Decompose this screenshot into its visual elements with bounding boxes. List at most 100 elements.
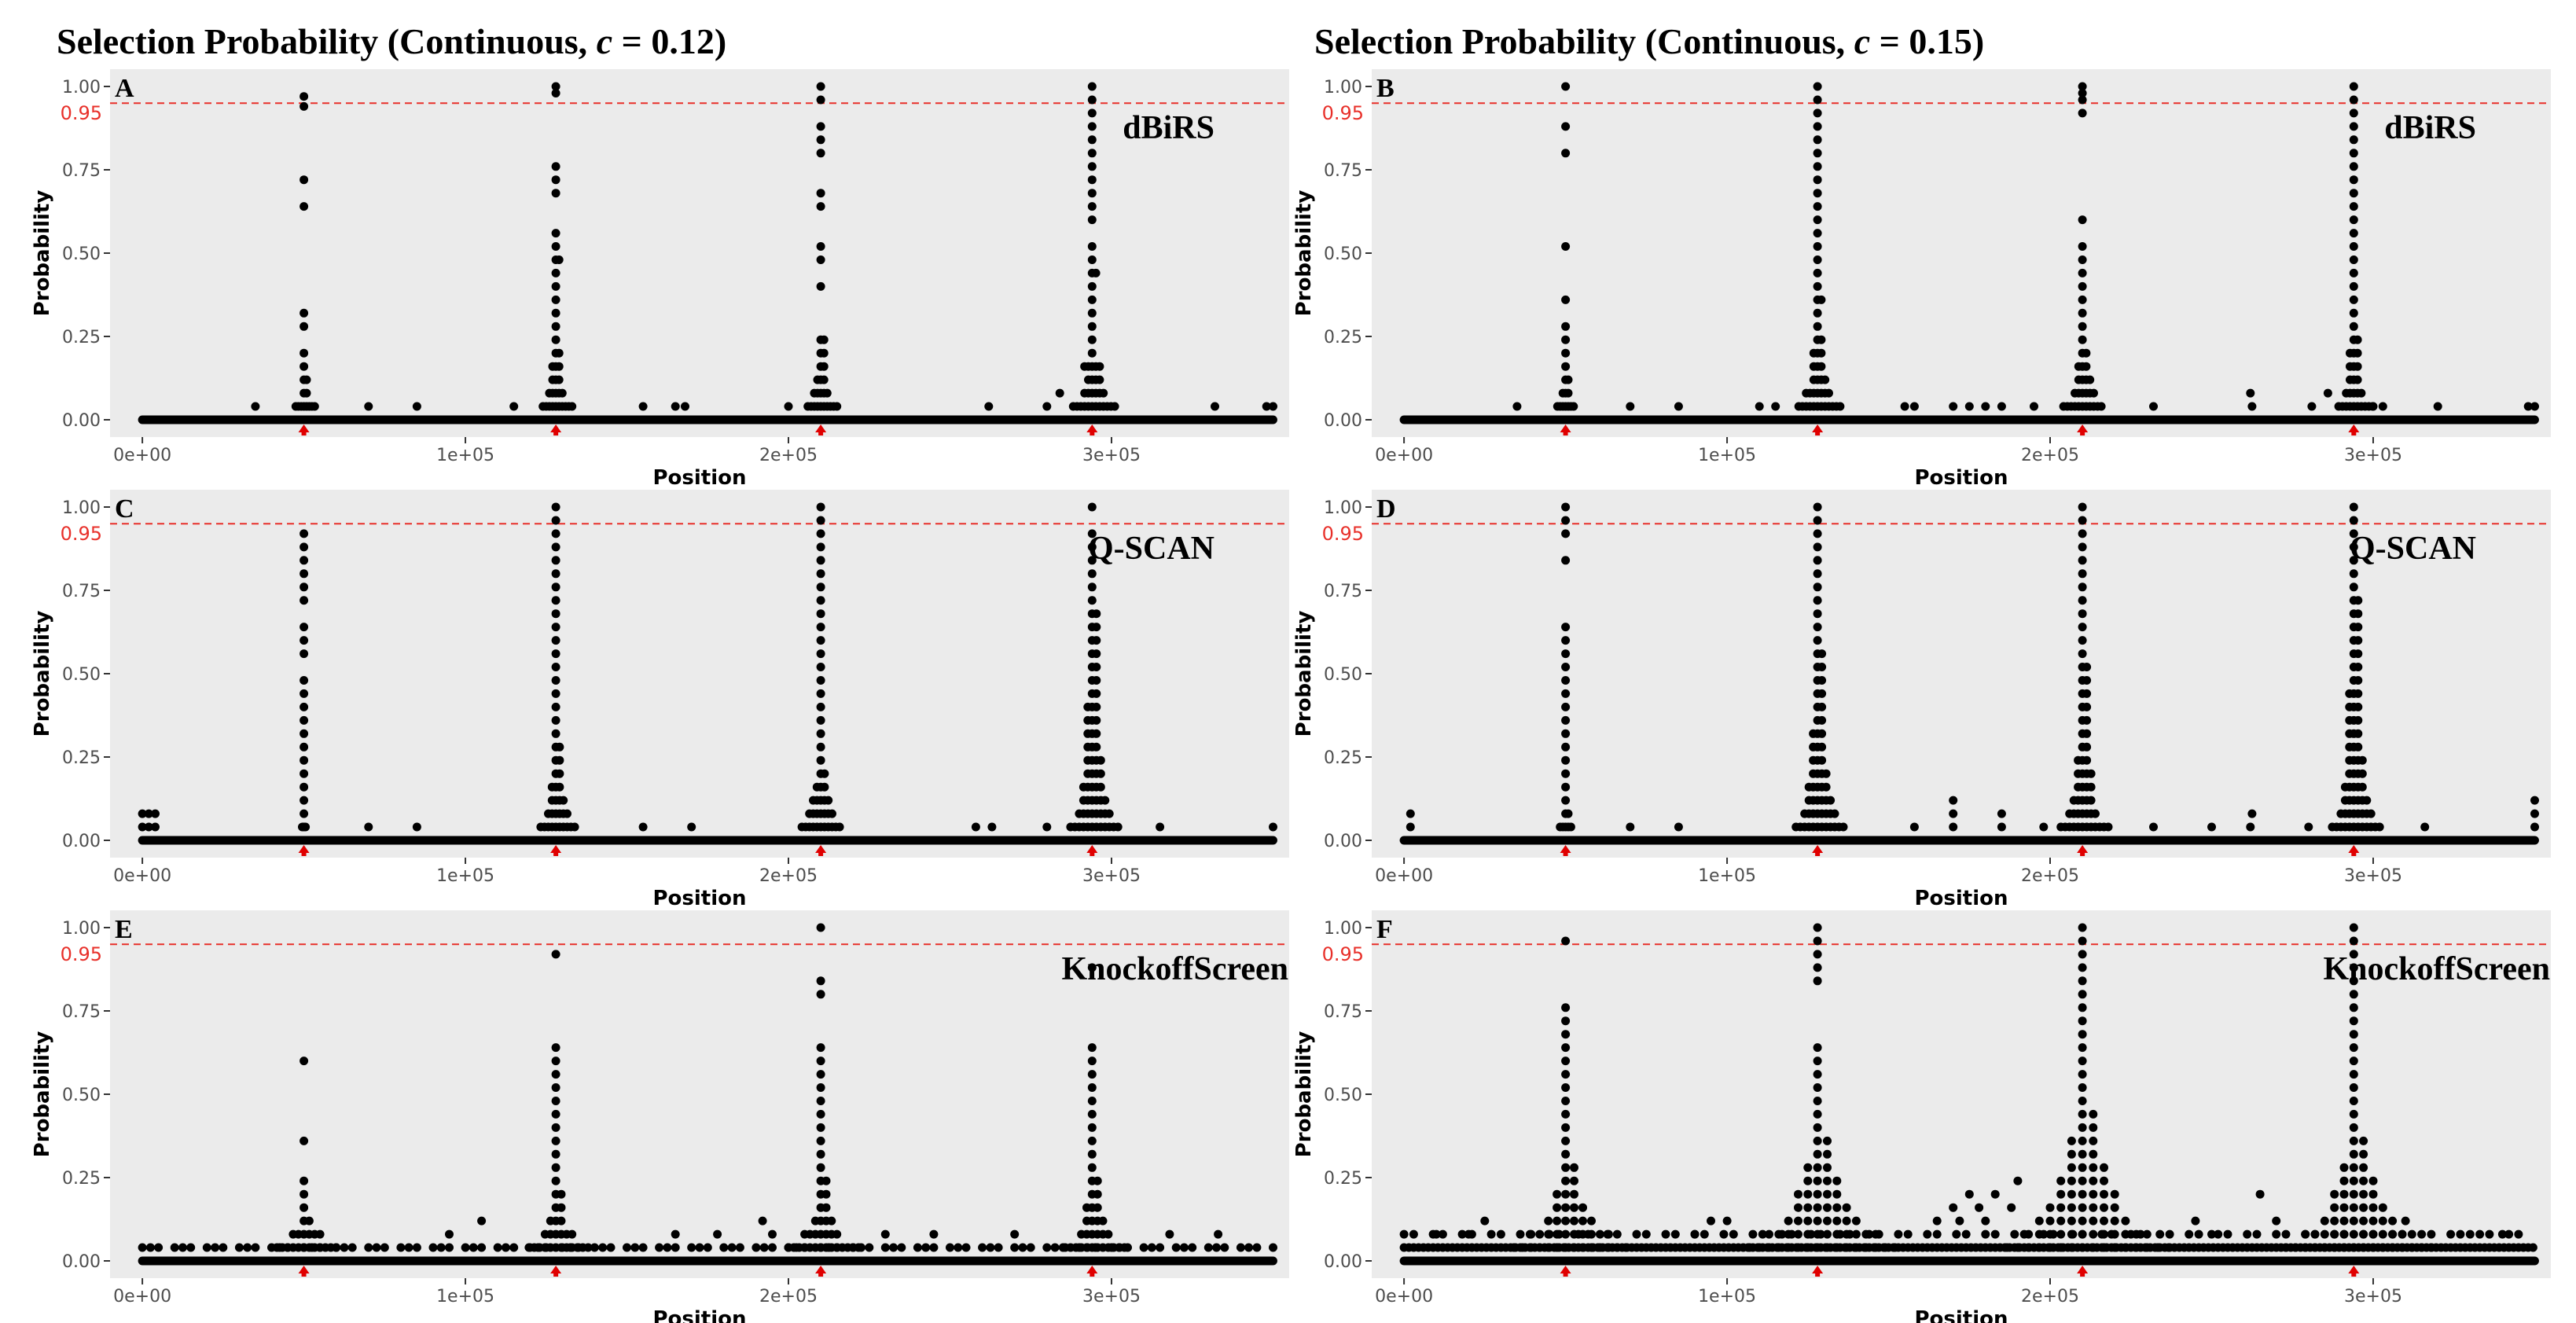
data-point — [2056, 822, 2066, 832]
data-point — [1813, 963, 1822, 972]
data-point — [1823, 1176, 1832, 1185]
data-point — [638, 822, 648, 832]
data-point — [987, 822, 997, 832]
data-point — [551, 529, 560, 538]
data-point — [1813, 1243, 1822, 1252]
data-point — [1794, 1243, 1802, 1252]
data-point — [299, 649, 309, 659]
data-point — [1561, 702, 1571, 711]
data-point — [551, 162, 560, 171]
data-point — [1561, 1016, 1571, 1026]
data-point — [2349, 1109, 2358, 1119]
data-point — [816, 516, 825, 525]
data-point — [1794, 1216, 1802, 1226]
data-point — [554, 255, 564, 264]
data-point — [1087, 95, 1097, 105]
data-point — [2153, 1243, 2163, 1252]
data-point — [1093, 1176, 1102, 1185]
data-point — [2368, 1176, 2378, 1185]
data-point — [1821, 375, 1830, 384]
data-point — [2121, 1216, 2130, 1226]
data-point — [1813, 229, 1822, 238]
y-tick-label: 0.75 — [62, 582, 101, 601]
data-point — [555, 782, 564, 792]
data-point — [813, 375, 822, 384]
data-point — [1558, 388, 1567, 398]
data-point — [1399, 1229, 1409, 1239]
data-point — [551, 676, 560, 685]
data-point — [570, 822, 579, 832]
data-point — [299, 542, 309, 552]
data-point — [548, 375, 557, 384]
x-tick-label: 0e+00 — [1375, 866, 1433, 886]
data-point — [865, 1243, 874, 1252]
data-point — [2078, 976, 2087, 986]
data-point — [1165, 1229, 1174, 1239]
threshold-label: 0.95 — [1322, 523, 1364, 545]
data-point — [2142, 1243, 2152, 1252]
threshold-label: 0.95 — [61, 102, 102, 124]
data-point — [2354, 623, 2363, 632]
data-point — [2349, 950, 2358, 959]
data-point — [1817, 755, 1827, 765]
data-point — [2089, 1136, 2098, 1145]
data-point — [551, 1057, 560, 1066]
data-point — [1803, 1216, 1813, 1226]
y-tick-label: 1.00 — [1324, 498, 1362, 518]
data-point — [2100, 1229, 2108, 1239]
data-point — [1903, 1229, 1913, 1239]
data-point — [1975, 1203, 1984, 1212]
data-point — [2349, 1216, 2358, 1226]
x-tick-label: 1e+05 — [436, 866, 494, 886]
data-point — [1578, 1203, 1587, 1212]
data-point — [2349, 1123, 2358, 1132]
data-point — [2078, 596, 2087, 605]
data-point — [219, 1243, 228, 1252]
x-axis-title: Position — [652, 1307, 746, 1323]
data-point — [2345, 729, 2354, 738]
data-point — [1564, 809, 1573, 818]
panel-e: 0.00 0.25 0.50 0.75 1.00 0e+00 1e+05 2e+05 3e+05… — [31, 910, 1289, 1323]
data-point — [299, 348, 309, 358]
data-point — [816, 529, 825, 538]
data-point — [1042, 822, 1052, 832]
data-points — [138, 502, 1277, 845]
data-point — [2078, 1163, 2087, 1172]
data-point — [551, 556, 560, 565]
data-point — [2366, 809, 2376, 818]
data-point — [1949, 796, 1958, 805]
data-point — [1755, 1243, 1764, 1252]
data-point — [2078, 308, 2087, 318]
data-point — [2086, 769, 2096, 778]
data-point — [2078, 963, 2087, 972]
data-point — [2349, 1097, 2358, 1105]
data-point — [1087, 529, 1097, 538]
data-point — [816, 1083, 825, 1092]
data-point — [2291, 1243, 2300, 1252]
data-point — [2086, 782, 2096, 792]
data-point — [1087, 335, 1097, 344]
data-point — [2349, 82, 2358, 91]
data-point — [1139, 1243, 1148, 1252]
data-point — [784, 402, 793, 411]
data-point — [819, 362, 829, 371]
data-point — [1438, 1229, 1447, 1239]
data-point — [816, 636, 825, 645]
data-point — [1794, 1229, 1802, 1239]
data-point — [1813, 542, 1822, 552]
data-point — [1092, 742, 1101, 752]
data-point — [1765, 1229, 1773, 1239]
data-point — [638, 402, 648, 411]
data-point — [816, 649, 825, 659]
data-point — [2349, 268, 2358, 277]
threshold-label: 0.95 — [1322, 943, 1364, 965]
data-point — [509, 1243, 519, 1252]
data-point — [347, 1243, 357, 1252]
data-point — [1096, 769, 1105, 778]
data-point — [551, 702, 560, 711]
data-point — [2089, 1203, 2098, 1212]
data-point — [554, 375, 564, 384]
data-point — [1570, 1229, 1578, 1239]
data-point — [1104, 809, 1114, 818]
data-point — [272, 1243, 281, 1252]
